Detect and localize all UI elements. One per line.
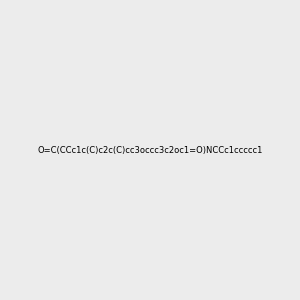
Text: O=C(CCc1c(C)c2c(C)cc3occc3c2oc1=O)NCCc1ccccc1: O=C(CCc1c(C)c2c(C)cc3occc3c2oc1=O)NCCc1c… — [37, 146, 263, 154]
